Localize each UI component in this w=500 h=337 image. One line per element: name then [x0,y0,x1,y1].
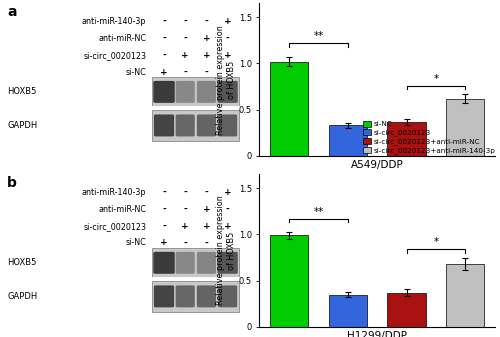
Bar [329,295,367,327]
Text: -: - [204,67,208,76]
Bar [446,264,484,327]
Text: +: + [160,67,168,76]
Text: a: a [8,5,17,19]
Text: *: * [434,74,438,84]
Text: -: - [204,188,208,197]
Y-axis label: Relative protein expression
of HOXB5: Relative protein expression of HOXB5 [216,196,236,305]
Text: -: - [162,205,166,214]
Text: si-circ_0020123: si-circ_0020123 [84,222,146,231]
Text: +: + [224,17,232,26]
Bar [329,125,367,156]
FancyBboxPatch shape [176,252,195,274]
X-axis label: H1299/DDP: H1299/DDP [347,331,407,337]
Text: si-circ_0020123: si-circ_0020123 [84,51,146,60]
X-axis label: A549/DDP: A549/DDP [351,160,404,170]
Text: anti-miR-140-3p: anti-miR-140-3p [82,17,146,26]
Text: **: ** [314,31,324,41]
FancyBboxPatch shape [197,81,216,103]
FancyBboxPatch shape [176,81,195,103]
Y-axis label: Relative protein expression
of HOXB5: Relative protein expression of HOXB5 [216,25,236,134]
FancyBboxPatch shape [154,81,174,103]
FancyBboxPatch shape [154,285,174,307]
FancyBboxPatch shape [197,115,216,136]
Bar [270,62,308,156]
Text: -: - [162,34,166,43]
FancyBboxPatch shape [197,252,216,274]
Text: si-NC: si-NC [126,67,146,76]
Text: +: + [202,51,210,60]
Text: +: + [202,222,210,231]
Bar [446,99,484,156]
Text: si-NC: si-NC [126,239,146,247]
Text: HOXB5: HOXB5 [8,87,36,96]
Bar [388,293,426,327]
FancyBboxPatch shape [218,285,237,307]
Text: anti-miR-140-3p: anti-miR-140-3p [82,188,146,197]
Text: +: + [224,222,232,231]
Text: -: - [184,17,187,26]
Text: +: + [224,188,232,197]
Text: -: - [184,239,187,247]
Text: -: - [184,34,187,43]
Text: +: + [202,34,210,43]
Text: +: + [182,222,189,231]
Text: HOXB5: HOXB5 [8,258,36,267]
Text: anti-miR-NC: anti-miR-NC [98,205,146,214]
FancyBboxPatch shape [154,115,174,136]
Bar [152,110,240,141]
Text: **: ** [314,207,324,217]
Text: +: + [160,239,168,247]
Text: -: - [226,67,230,76]
Text: -: - [184,188,187,197]
Text: GAPDH: GAPDH [8,121,38,130]
FancyBboxPatch shape [218,81,238,103]
Text: b: b [8,176,17,190]
FancyBboxPatch shape [218,115,237,136]
Text: -: - [184,205,187,214]
Text: -: - [226,34,230,43]
Text: -: - [162,51,166,60]
FancyBboxPatch shape [154,252,174,274]
Text: -: - [204,17,208,26]
FancyBboxPatch shape [176,115,195,136]
Text: -: - [162,222,166,231]
Bar [270,235,308,327]
FancyBboxPatch shape [218,252,238,274]
FancyBboxPatch shape [176,285,195,307]
Text: +: + [182,51,189,60]
Text: -: - [226,205,230,214]
Text: -: - [204,239,208,247]
Text: -: - [162,17,166,26]
Bar [388,122,426,156]
Text: *: * [434,237,438,247]
Text: +: + [224,51,232,60]
Text: anti-miR-NC: anti-miR-NC [98,34,146,43]
Bar [152,248,240,278]
Bar [152,76,240,107]
FancyBboxPatch shape [197,285,216,307]
Text: -: - [184,67,187,76]
Legend: si-NC, si-circ_0020123, si-circ_0020123+anti-miR-NC, si-circ_0020123+anti-miR-14: si-NC, si-circ_0020123, si-circ_0020123+… [362,120,496,155]
Bar [152,281,240,312]
Text: +: + [202,205,210,214]
Text: -: - [162,188,166,197]
Text: GAPDH: GAPDH [8,292,38,301]
Text: -: - [226,239,230,247]
